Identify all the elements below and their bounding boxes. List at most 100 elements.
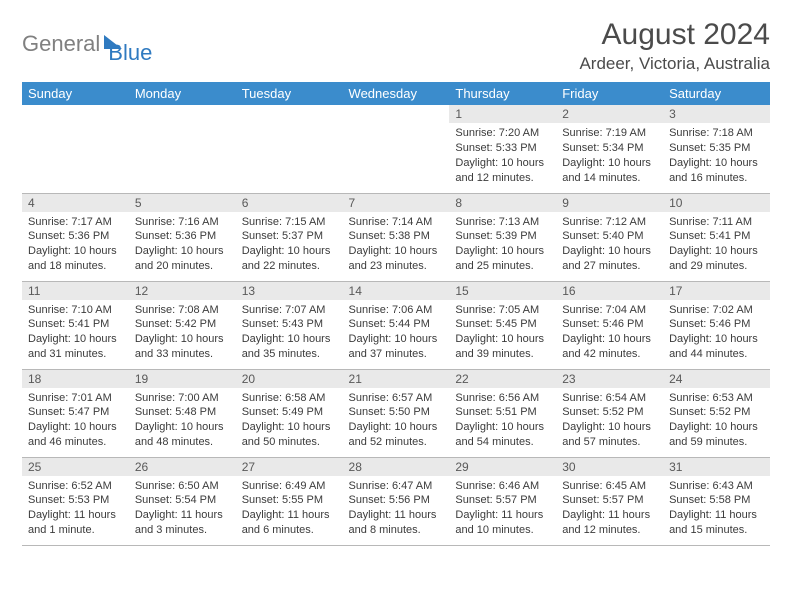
day-content: Sunrise: 6:52 AMSunset: 5:53 PMDaylight:… xyxy=(22,476,129,541)
weekday-header: Tuesday xyxy=(236,82,343,105)
day-number: 1 xyxy=(449,105,556,123)
calendar-cell-empty: . xyxy=(129,105,236,193)
weekday-header: Wednesday xyxy=(343,82,450,105)
day-number: 3 xyxy=(663,105,770,123)
day-number: 30 xyxy=(556,458,663,476)
day-number: 10 xyxy=(663,194,770,212)
day-content: Sunrise: 7:18 AMSunset: 5:35 PMDaylight:… xyxy=(663,123,770,188)
day-content: Sunrise: 6:47 AMSunset: 5:56 PMDaylight:… xyxy=(343,476,450,541)
calendar-cell: 6Sunrise: 7:15 AMSunset: 5:37 PMDaylight… xyxy=(236,193,343,281)
day-number: 17 xyxy=(663,282,770,300)
day-number: 13 xyxy=(236,282,343,300)
calendar-cell: 30Sunrise: 6:45 AMSunset: 5:57 PMDayligh… xyxy=(556,457,663,545)
calendar-cell: 25Sunrise: 6:52 AMSunset: 5:53 PMDayligh… xyxy=(22,457,129,545)
weekday-header: Thursday xyxy=(449,82,556,105)
day-number: 19 xyxy=(129,370,236,388)
day-content: Sunrise: 7:20 AMSunset: 5:33 PMDaylight:… xyxy=(449,123,556,188)
day-content: Sunrise: 7:14 AMSunset: 5:38 PMDaylight:… xyxy=(343,212,450,277)
calendar-cell: 9Sunrise: 7:12 AMSunset: 5:40 PMDaylight… xyxy=(556,193,663,281)
day-number: 9 xyxy=(556,194,663,212)
calendar-row: 18Sunrise: 7:01 AMSunset: 5:47 PMDayligh… xyxy=(22,369,770,457)
calendar-row: 11Sunrise: 7:10 AMSunset: 5:41 PMDayligh… xyxy=(22,281,770,369)
day-number: 6 xyxy=(236,194,343,212)
day-content: Sunrise: 6:57 AMSunset: 5:50 PMDaylight:… xyxy=(343,388,450,453)
day-number: 21 xyxy=(343,370,450,388)
day-number: 5 xyxy=(129,194,236,212)
calendar-head: SundayMondayTuesdayWednesdayThursdayFrid… xyxy=(22,82,770,105)
calendar-cell: 2Sunrise: 7:19 AMSunset: 5:34 PMDaylight… xyxy=(556,105,663,193)
day-content: Sunrise: 7:06 AMSunset: 5:44 PMDaylight:… xyxy=(343,300,450,365)
day-content: Sunrise: 7:17 AMSunset: 5:36 PMDaylight:… xyxy=(22,212,129,277)
calendar-cell: 28Sunrise: 6:47 AMSunset: 5:56 PMDayligh… xyxy=(343,457,450,545)
calendar-cell: 13Sunrise: 7:07 AMSunset: 5:43 PMDayligh… xyxy=(236,281,343,369)
calendar-cell: 29Sunrise: 6:46 AMSunset: 5:57 PMDayligh… xyxy=(449,457,556,545)
calendar-cell: 1Sunrise: 7:20 AMSunset: 5:33 PMDaylight… xyxy=(449,105,556,193)
calendar-row: 4Sunrise: 7:17 AMSunset: 5:36 PMDaylight… xyxy=(22,193,770,281)
calendar-cell: 23Sunrise: 6:54 AMSunset: 5:52 PMDayligh… xyxy=(556,369,663,457)
calendar-cell: 20Sunrise: 6:58 AMSunset: 5:49 PMDayligh… xyxy=(236,369,343,457)
day-number: 22 xyxy=(449,370,556,388)
calendar-cell-empty: . xyxy=(236,105,343,193)
day-number: 23 xyxy=(556,370,663,388)
day-number: 14 xyxy=(343,282,450,300)
day-number: 27 xyxy=(236,458,343,476)
day-content: Sunrise: 6:50 AMSunset: 5:54 PMDaylight:… xyxy=(129,476,236,541)
calendar-cell: 5Sunrise: 7:16 AMSunset: 5:36 PMDaylight… xyxy=(129,193,236,281)
day-number: 12 xyxy=(129,282,236,300)
day-number: 11 xyxy=(22,282,129,300)
month-title: August 2024 xyxy=(579,18,770,52)
day-content: Sunrise: 7:13 AMSunset: 5:39 PMDaylight:… xyxy=(449,212,556,277)
day-content: Sunrise: 7:15 AMSunset: 5:37 PMDaylight:… xyxy=(236,212,343,277)
weekday-header: Saturday xyxy=(663,82,770,105)
day-content: Sunrise: 7:19 AMSunset: 5:34 PMDaylight:… xyxy=(556,123,663,188)
day-number: 31 xyxy=(663,458,770,476)
day-content: Sunrise: 7:01 AMSunset: 5:47 PMDaylight:… xyxy=(22,388,129,453)
day-content: Sunrise: 6:58 AMSunset: 5:49 PMDaylight:… xyxy=(236,388,343,453)
calendar-cell: 22Sunrise: 6:56 AMSunset: 5:51 PMDayligh… xyxy=(449,369,556,457)
day-content: Sunrise: 6:56 AMSunset: 5:51 PMDaylight:… xyxy=(449,388,556,453)
calendar-cell: 19Sunrise: 7:00 AMSunset: 5:48 PMDayligh… xyxy=(129,369,236,457)
calendar-cell: 26Sunrise: 6:50 AMSunset: 5:54 PMDayligh… xyxy=(129,457,236,545)
day-content: Sunrise: 6:54 AMSunset: 5:52 PMDaylight:… xyxy=(556,388,663,453)
logo: General Blue xyxy=(22,22,152,66)
calendar-cell: 16Sunrise: 7:04 AMSunset: 5:46 PMDayligh… xyxy=(556,281,663,369)
calendar-cell: 3Sunrise: 7:18 AMSunset: 5:35 PMDaylight… xyxy=(663,105,770,193)
day-content: Sunrise: 6:43 AMSunset: 5:58 PMDaylight:… xyxy=(663,476,770,541)
calendar-cell: 31Sunrise: 6:43 AMSunset: 5:58 PMDayligh… xyxy=(663,457,770,545)
day-number: 20 xyxy=(236,370,343,388)
day-number: 25 xyxy=(22,458,129,476)
location: Ardeer, Victoria, Australia xyxy=(579,54,770,74)
calendar-table: SundayMondayTuesdayWednesdayThursdayFrid… xyxy=(22,82,770,546)
day-number: 29 xyxy=(449,458,556,476)
calendar-body: ....1Sunrise: 7:20 AMSunset: 5:33 PMDayl… xyxy=(22,105,770,545)
day-content: Sunrise: 7:00 AMSunset: 5:48 PMDaylight:… xyxy=(129,388,236,453)
calendar-cell: 27Sunrise: 6:49 AMSunset: 5:55 PMDayligh… xyxy=(236,457,343,545)
day-content: Sunrise: 7:05 AMSunset: 5:45 PMDaylight:… xyxy=(449,300,556,365)
day-number: 4 xyxy=(22,194,129,212)
calendar-cell-empty: . xyxy=(343,105,450,193)
calendar-cell: 4Sunrise: 7:17 AMSunset: 5:36 PMDaylight… xyxy=(22,193,129,281)
calendar-cell: 17Sunrise: 7:02 AMSunset: 5:46 PMDayligh… xyxy=(663,281,770,369)
day-number: 18 xyxy=(22,370,129,388)
calendar-cell: 7Sunrise: 7:14 AMSunset: 5:38 PMDaylight… xyxy=(343,193,450,281)
day-content: Sunrise: 6:49 AMSunset: 5:55 PMDaylight:… xyxy=(236,476,343,541)
day-number: 16 xyxy=(556,282,663,300)
day-content: Sunrise: 6:46 AMSunset: 5:57 PMDaylight:… xyxy=(449,476,556,541)
weekday-row: SundayMondayTuesdayWednesdayThursdayFrid… xyxy=(22,82,770,105)
day-number: 8 xyxy=(449,194,556,212)
header: General Blue August 2024 Ardeer, Victori… xyxy=(22,18,770,74)
day-content: Sunrise: 6:45 AMSunset: 5:57 PMDaylight:… xyxy=(556,476,663,541)
weekday-header: Monday xyxy=(129,82,236,105)
calendar-row: ....1Sunrise: 7:20 AMSunset: 5:33 PMDayl… xyxy=(22,105,770,193)
calendar-cell: 15Sunrise: 7:05 AMSunset: 5:45 PMDayligh… xyxy=(449,281,556,369)
calendar-cell-empty: . xyxy=(22,105,129,193)
day-content: Sunrise: 7:07 AMSunset: 5:43 PMDaylight:… xyxy=(236,300,343,365)
day-number: 26 xyxy=(129,458,236,476)
calendar-cell: 11Sunrise: 7:10 AMSunset: 5:41 PMDayligh… xyxy=(22,281,129,369)
day-content: Sunrise: 7:16 AMSunset: 5:36 PMDaylight:… xyxy=(129,212,236,277)
day-number: 24 xyxy=(663,370,770,388)
calendar-cell: 24Sunrise: 6:53 AMSunset: 5:52 PMDayligh… xyxy=(663,369,770,457)
day-content: Sunrise: 7:02 AMSunset: 5:46 PMDaylight:… xyxy=(663,300,770,365)
calendar-cell: 14Sunrise: 7:06 AMSunset: 5:44 PMDayligh… xyxy=(343,281,450,369)
weekday-header: Friday xyxy=(556,82,663,105)
